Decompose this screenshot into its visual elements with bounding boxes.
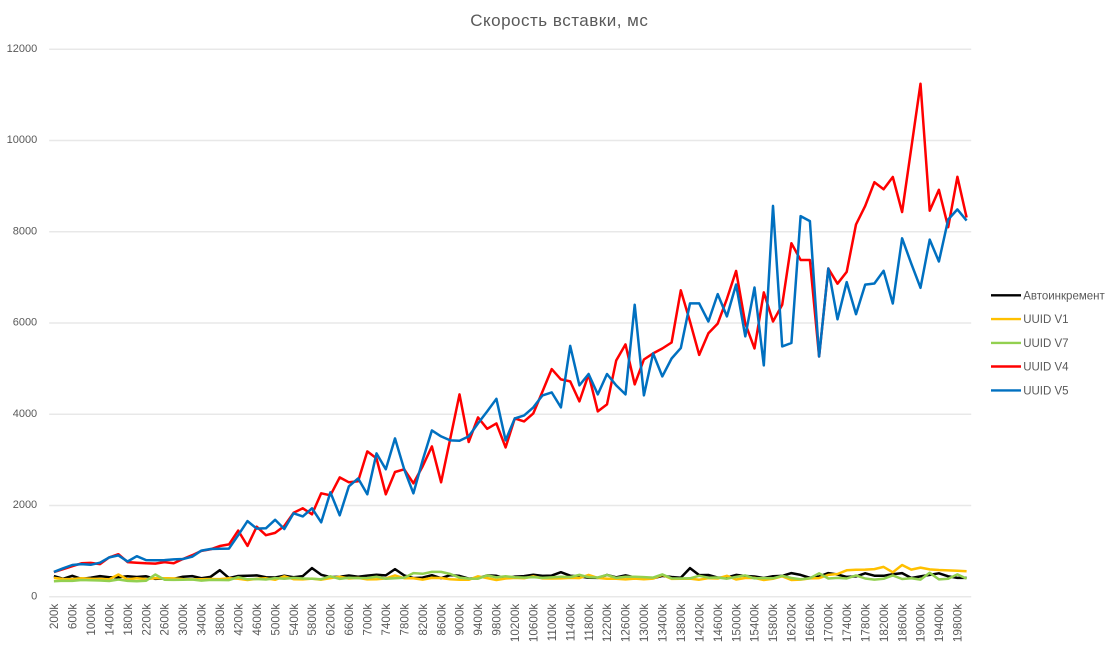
- svg-text:15400k: 15400k: [749, 604, 762, 643]
- svg-text:0: 0: [31, 590, 37, 602]
- svg-text:8600k: 8600k: [435, 604, 448, 636]
- svg-text:16200k: 16200k: [786, 604, 799, 643]
- svg-text:15800k: 15800k: [767, 604, 780, 643]
- svg-text:9000k: 9000k: [454, 604, 467, 636]
- svg-text:19000k: 19000k: [915, 604, 928, 643]
- svg-text:12600k: 12600k: [620, 604, 633, 643]
- svg-text:Автоинкремент: Автоинкремент: [1023, 290, 1105, 302]
- svg-text:2600k: 2600k: [159, 604, 172, 636]
- svg-text:12000: 12000: [7, 43, 38, 55]
- svg-text:14600k: 14600k: [712, 604, 725, 643]
- svg-text:11400k: 11400k: [564, 604, 577, 642]
- svg-text:5000k: 5000k: [269, 604, 282, 636]
- svg-text:8000: 8000: [13, 225, 37, 237]
- svg-text:13400k: 13400k: [657, 604, 670, 643]
- svg-text:2200k: 2200k: [140, 604, 153, 636]
- svg-text:9400k: 9400k: [472, 604, 485, 636]
- svg-text:19800k: 19800k: [952, 604, 965, 643]
- svg-text:7400k: 7400k: [380, 604, 393, 636]
- svg-text:10600k: 10600k: [528, 604, 541, 643]
- svg-text:1800k: 1800k: [122, 604, 135, 636]
- svg-text:11000k: 11000k: [546, 604, 559, 642]
- svg-text:8200k: 8200k: [417, 604, 430, 636]
- svg-text:4200k: 4200k: [232, 604, 245, 636]
- svg-text:10000: 10000: [7, 134, 38, 146]
- svg-text:6600k: 6600k: [343, 604, 356, 636]
- svg-text:17800k: 17800k: [859, 604, 872, 643]
- svg-text:13800k: 13800k: [675, 604, 688, 643]
- svg-text:200k: 200k: [48, 604, 61, 630]
- svg-text:UUID V7: UUID V7: [1023, 338, 1068, 350]
- svg-text:4000: 4000: [13, 408, 37, 420]
- svg-text:17000k: 17000k: [823, 604, 836, 643]
- svg-text:UUID V5: UUID V5: [1023, 386, 1068, 398]
- svg-text:13000k: 13000k: [638, 604, 651, 643]
- svg-text:5800k: 5800k: [306, 604, 319, 636]
- svg-text:3400k: 3400k: [196, 604, 209, 636]
- svg-text:7000k: 7000k: [362, 604, 375, 636]
- svg-text:UUID V1: UUID V1: [1023, 314, 1068, 326]
- svg-text:Скорость вставки, мс: Скорость вставки, мс: [470, 11, 648, 30]
- svg-text:4600k: 4600k: [251, 604, 264, 636]
- svg-text:10200k: 10200k: [509, 604, 522, 643]
- svg-text:15000k: 15000k: [730, 604, 743, 643]
- svg-text:18600k: 18600k: [896, 604, 909, 643]
- svg-text:1000k: 1000k: [85, 604, 98, 636]
- svg-text:1400k: 1400k: [103, 604, 116, 636]
- svg-text:18200k: 18200k: [878, 604, 891, 643]
- svg-text:7800k: 7800k: [398, 604, 411, 636]
- svg-text:9800k: 9800k: [491, 604, 504, 636]
- svg-text:UUID V4: UUID V4: [1023, 362, 1069, 374]
- svg-text:17400k: 17400k: [841, 604, 854, 643]
- svg-text:3800k: 3800k: [214, 604, 227, 636]
- svg-text:6000: 6000: [13, 317, 37, 329]
- svg-text:3000k: 3000k: [177, 604, 190, 636]
- svg-text:600k: 600k: [67, 604, 80, 630]
- svg-text:19400k: 19400k: [933, 604, 946, 643]
- svg-text:6200k: 6200k: [325, 604, 338, 636]
- svg-text:5400k: 5400k: [288, 604, 301, 636]
- svg-text:12200k: 12200k: [601, 604, 614, 643]
- svg-text:11800k: 11800k: [583, 604, 596, 642]
- svg-text:16600k: 16600k: [804, 604, 817, 643]
- svg-text:14200k: 14200k: [693, 604, 706, 643]
- svg-text:2000: 2000: [13, 499, 37, 511]
